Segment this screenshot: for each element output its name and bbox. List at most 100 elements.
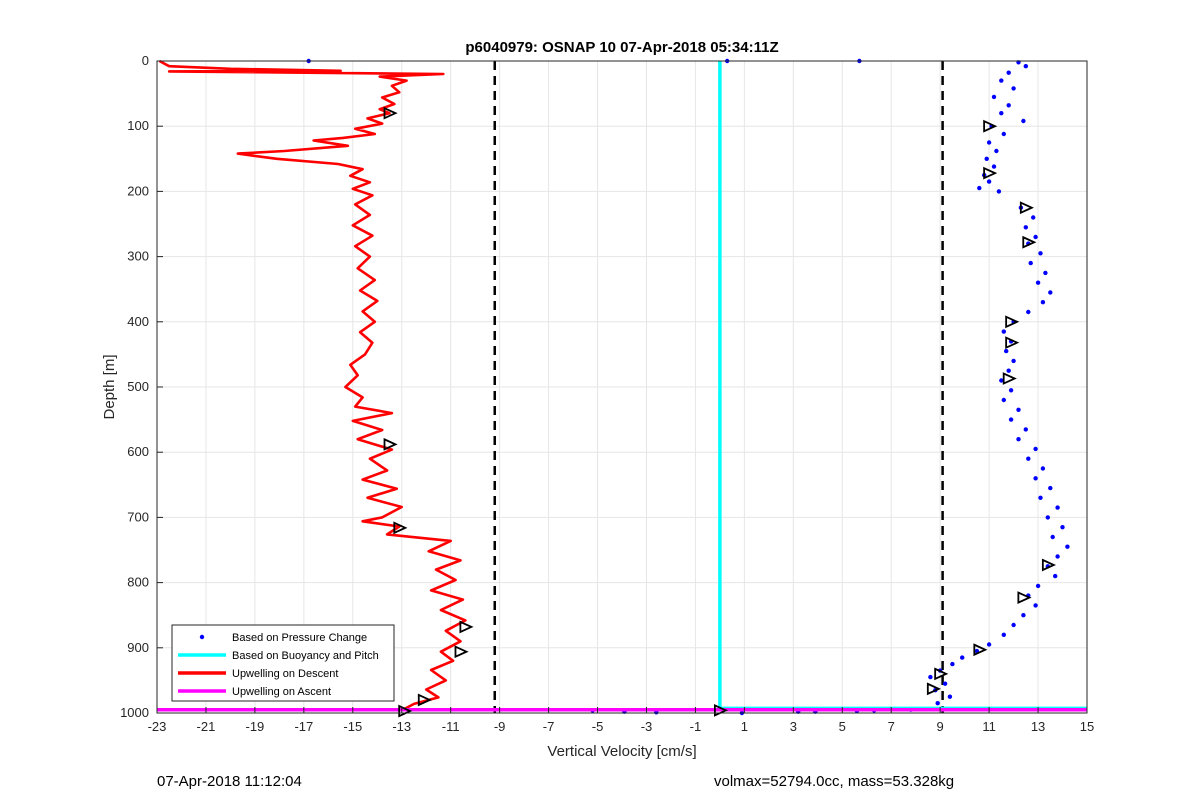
triangle-marker [1002,372,1017,385]
series-line-based-on-buoyancy-and-pitch [718,61,1087,711]
data-point [999,78,1004,83]
data-point [994,148,999,154]
data-point [1028,260,1033,266]
data-point [1016,437,1021,442]
data-point [1048,290,1053,295]
data-point [1026,456,1031,461]
x-tick-label: -3 [641,719,653,734]
y-axis-label: Depth [m] [101,354,118,419]
data-point [1045,515,1051,520]
y-tick-label: 500 [127,379,149,394]
data-point [1031,215,1036,220]
data-point [996,189,1002,194]
x-tick-label: -1 [690,719,702,734]
x-tick-label: -21 [197,719,216,734]
x-tick-label: -9 [494,719,506,734]
data-point [1035,280,1041,285]
legend-label: Based on Pressure Change [232,632,367,644]
legend-label: Upwelling on Ascent [232,686,331,698]
data-point [1001,632,1006,637]
triangle-marker [383,437,398,451]
data-point [1043,270,1048,276]
y-tick-label: 300 [127,249,149,264]
triangle-marker [926,682,941,696]
data-point [1011,358,1016,364]
triangle-marker [934,667,949,681]
data-point [1021,613,1026,618]
legend-label: Based on Buoyancy and Pitch [232,650,379,662]
data-point [1033,476,1038,481]
x-tick-label: 15 [1080,719,1094,734]
legend-swatch [199,634,205,640]
data-point [1001,397,1006,403]
x-tick-label: -19 [245,719,264,734]
data-point [999,378,1004,383]
y-tick-label: 400 [127,314,149,329]
data-point [960,655,965,660]
data-point [1006,103,1011,108]
footer-volmax-mass: volmax=52794.0cc, mass=53.328kg [714,773,955,790]
triangle-marker [983,166,998,180]
x-tick-label: -5 [592,719,604,734]
x-tick-label: -17 [294,719,313,734]
data-point [1033,603,1038,608]
data-point [1008,388,1014,393]
y-tick-label: 1000 [120,705,149,720]
data-point [1035,583,1041,589]
data-point [1065,544,1070,549]
x-tick-label: 5 [839,719,846,734]
data-point [1008,417,1014,422]
data-point [1055,554,1060,559]
footer-timestamp: 07-Apr-2018 11:12:04 [157,773,302,790]
x-tick-label: -11 [442,719,460,734]
data-point [1001,329,1006,334]
legend-box [171,624,395,702]
data-point [942,681,948,686]
triangle-marker [983,119,998,133]
data-point [1033,234,1038,240]
x-tick-label: 3 [790,719,797,734]
triangle-marker [417,693,432,707]
data-point [1053,573,1058,579]
triangle-marker [454,645,469,659]
x-tick-label: 1 [741,719,748,734]
data-point [1040,300,1046,305]
triangle-marker [459,620,474,634]
data-point [1026,309,1031,315]
data-point [1023,63,1028,69]
data-point [1040,466,1046,471]
x-tick-label: 11 [982,719,996,734]
data-point [1023,225,1028,230]
x-tick-label: -23 [148,719,167,734]
x-tick-label: 9 [937,719,944,734]
data-point [1011,622,1016,628]
triangle-marker [1041,558,1057,572]
triangle-marker [1005,336,1020,350]
y-tick-label: 600 [127,444,149,459]
data-point [1006,368,1011,373]
triangle-marker [1019,201,1034,215]
x-tick-label: 7 [888,719,895,734]
triangle-marker [383,106,398,120]
data-point [1021,118,1026,124]
data-point [947,694,953,699]
data-point [1038,251,1043,256]
triangle-marker [398,704,413,718]
data-point [1001,131,1006,137]
data-point [1016,407,1021,412]
chart-title: p6040979: OSNAP 10 07-Apr-2018 05:34:11Z [465,39,778,56]
grid [156,60,1088,714]
triangle-marker [1017,591,1032,604]
data-point [991,164,997,169]
data-point [1006,70,1011,75]
triangle-marker [1005,315,1020,329]
data-point [977,185,982,191]
axis-ticks: -23 -21 -19 -17 -15 -13 -11 -9 -7 -5 -3 -1 1 3 5 7 9 11 13… [120,53,1094,734]
legend: Based on Pressure Change Based on Buoyanc… [171,624,395,702]
x-axis-label: Vertical Velocity [cm/s] [547,743,696,760]
data-point [950,661,955,667]
x-tick-label: -7 [543,719,555,734]
data-point [928,674,933,680]
series-line-upwelling-on-descent [158,59,467,712]
